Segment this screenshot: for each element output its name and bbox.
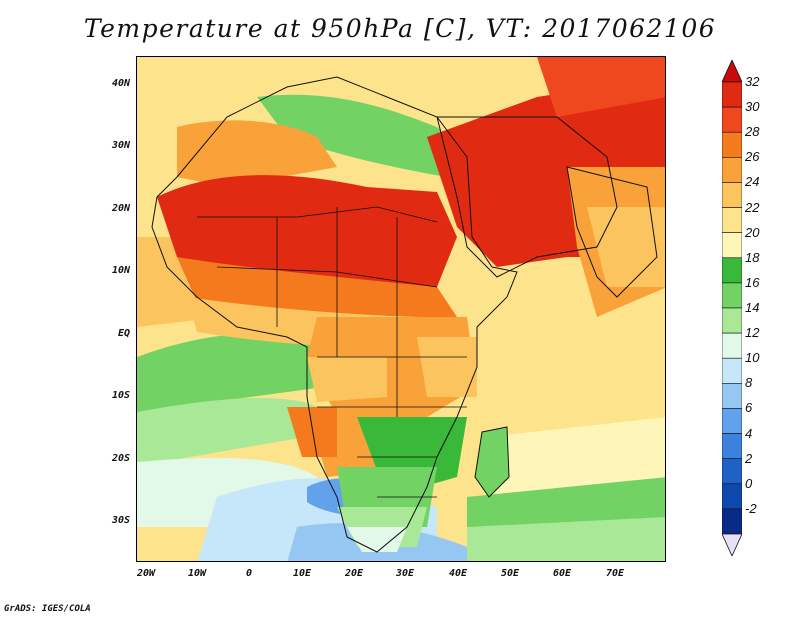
lon-label-10w: 10W — [187, 568, 207, 579]
colorbar-segment — [722, 433, 742, 459]
sahel-orange — [177, 257, 457, 318]
maghreb-orange — [177, 120, 337, 187]
atlantic-light-green — [137, 397, 317, 467]
lat-label-eq: EQ — [117, 328, 130, 339]
colorbar-label: 32 — [745, 74, 760, 89]
colorbar-label: 16 — [745, 274, 760, 290]
colorbar-label: 24 — [745, 174, 760, 190]
colorbar-label: 30 — [745, 99, 760, 115]
madagascar-coastline — [474, 426, 510, 498]
africa-coastline — [151, 76, 518, 553]
colorbar-segment — [722, 483, 742, 510]
colorbar-label: 28 — [745, 124, 760, 140]
colorbar-segment — [722, 508, 742, 535]
lon-label-20w: 20W — [136, 568, 156, 579]
colorbar-segment — [722, 182, 742, 208]
cape-tip-pale — [347, 527, 407, 552]
indian-ocean-light — [467, 517, 665, 561]
colorbar-segment — [722, 157, 742, 183]
colorbar-segment — [722, 357, 742, 384]
lon-label-0: 0 — [245, 568, 253, 579]
country-borders — [197, 206, 467, 498]
mediterranean-green — [257, 94, 467, 177]
colorbar-label: 18 — [745, 249, 760, 265]
congo-light — [307, 357, 387, 402]
atlantic-green — [137, 333, 327, 417]
colorbar-segment — [722, 383, 742, 409]
map-title: Temperature at 950hPa [C], VT: 201706210… — [83, 14, 717, 43]
colorbar-label: 14 — [745, 300, 760, 315]
colorbar-segment — [722, 257, 742, 284]
colorbar-segment — [722, 458, 742, 485]
colorbar-segment — [722, 408, 742, 434]
colorbar-label: 20 — [745, 224, 760, 240]
colorbar-label: -2 — [745, 500, 757, 516]
colorbar-segment — [722, 232, 742, 259]
namibia-orange — [287, 407, 337, 457]
colorbar-top-arrow — [722, 60, 742, 83]
lat-label-30s: 30S — [111, 515, 130, 526]
colorbar-segment — [722, 332, 742, 359]
lat-label-10n: 10N — [111, 265, 130, 276]
colorbar-segment — [722, 207, 742, 233]
lat-label-40n: 40N — [111, 78, 130, 89]
colorbar-label: 6 — [745, 400, 753, 416]
map-panel — [136, 56, 666, 562]
indian-ocean-mild — [487, 417, 665, 497]
colorbar-segment — [722, 81, 742, 108]
east-africa-light — [417, 337, 477, 397]
lon-label-50e: 50E — [500, 568, 520, 579]
madagascar-green — [475, 427, 509, 497]
lon-label-40e: 40E — [448, 568, 468, 579]
colorbar — [722, 60, 742, 556]
lon-label-60e: 60E — [552, 568, 572, 579]
colorbar-label: 0 — [745, 475, 753, 491]
colorbar-label: 8 — [745, 375, 753, 391]
colorbar-label: 26 — [745, 149, 760, 165]
lon-label-30e: 30E — [395, 568, 415, 579]
colorbar-segment — [722, 282, 742, 309]
lon-label-20e: 20E — [344, 568, 364, 579]
colorbar-bottom-arrow — [722, 533, 742, 556]
lat-label-20n: 20N — [111, 203, 130, 214]
india-coastline — [566, 166, 658, 298]
colorbar-segment — [722, 131, 742, 158]
colorbar-label: 4 — [745, 425, 753, 441]
footer-credit: GrADS: IGES/COLA — [4, 604, 91, 614]
lat-label-10s: 10S — [111, 390, 130, 401]
temperature-map — [137, 57, 665, 561]
indian-ocean-warm — [467, 287, 665, 437]
colorbar-segment — [722, 106, 742, 133]
colorbar-label: 2 — [745, 450, 753, 466]
lon-label-10e: 10E — [292, 568, 312, 579]
lon-label-70e: 70E — [605, 568, 625, 579]
colorbar-label: 22 — [745, 199, 760, 215]
lat-label-30n: 30N — [111, 140, 130, 151]
sahara-hot — [157, 175, 457, 287]
arabia-coastline — [436, 116, 618, 278]
colorbar-label: 12 — [745, 325, 760, 341]
colorbar-segment — [722, 307, 742, 334]
colorbar-label: 10 — [745, 350, 760, 366]
northern-hot — [537, 57, 665, 117]
lat-label-20s: 20S — [111, 453, 130, 464]
